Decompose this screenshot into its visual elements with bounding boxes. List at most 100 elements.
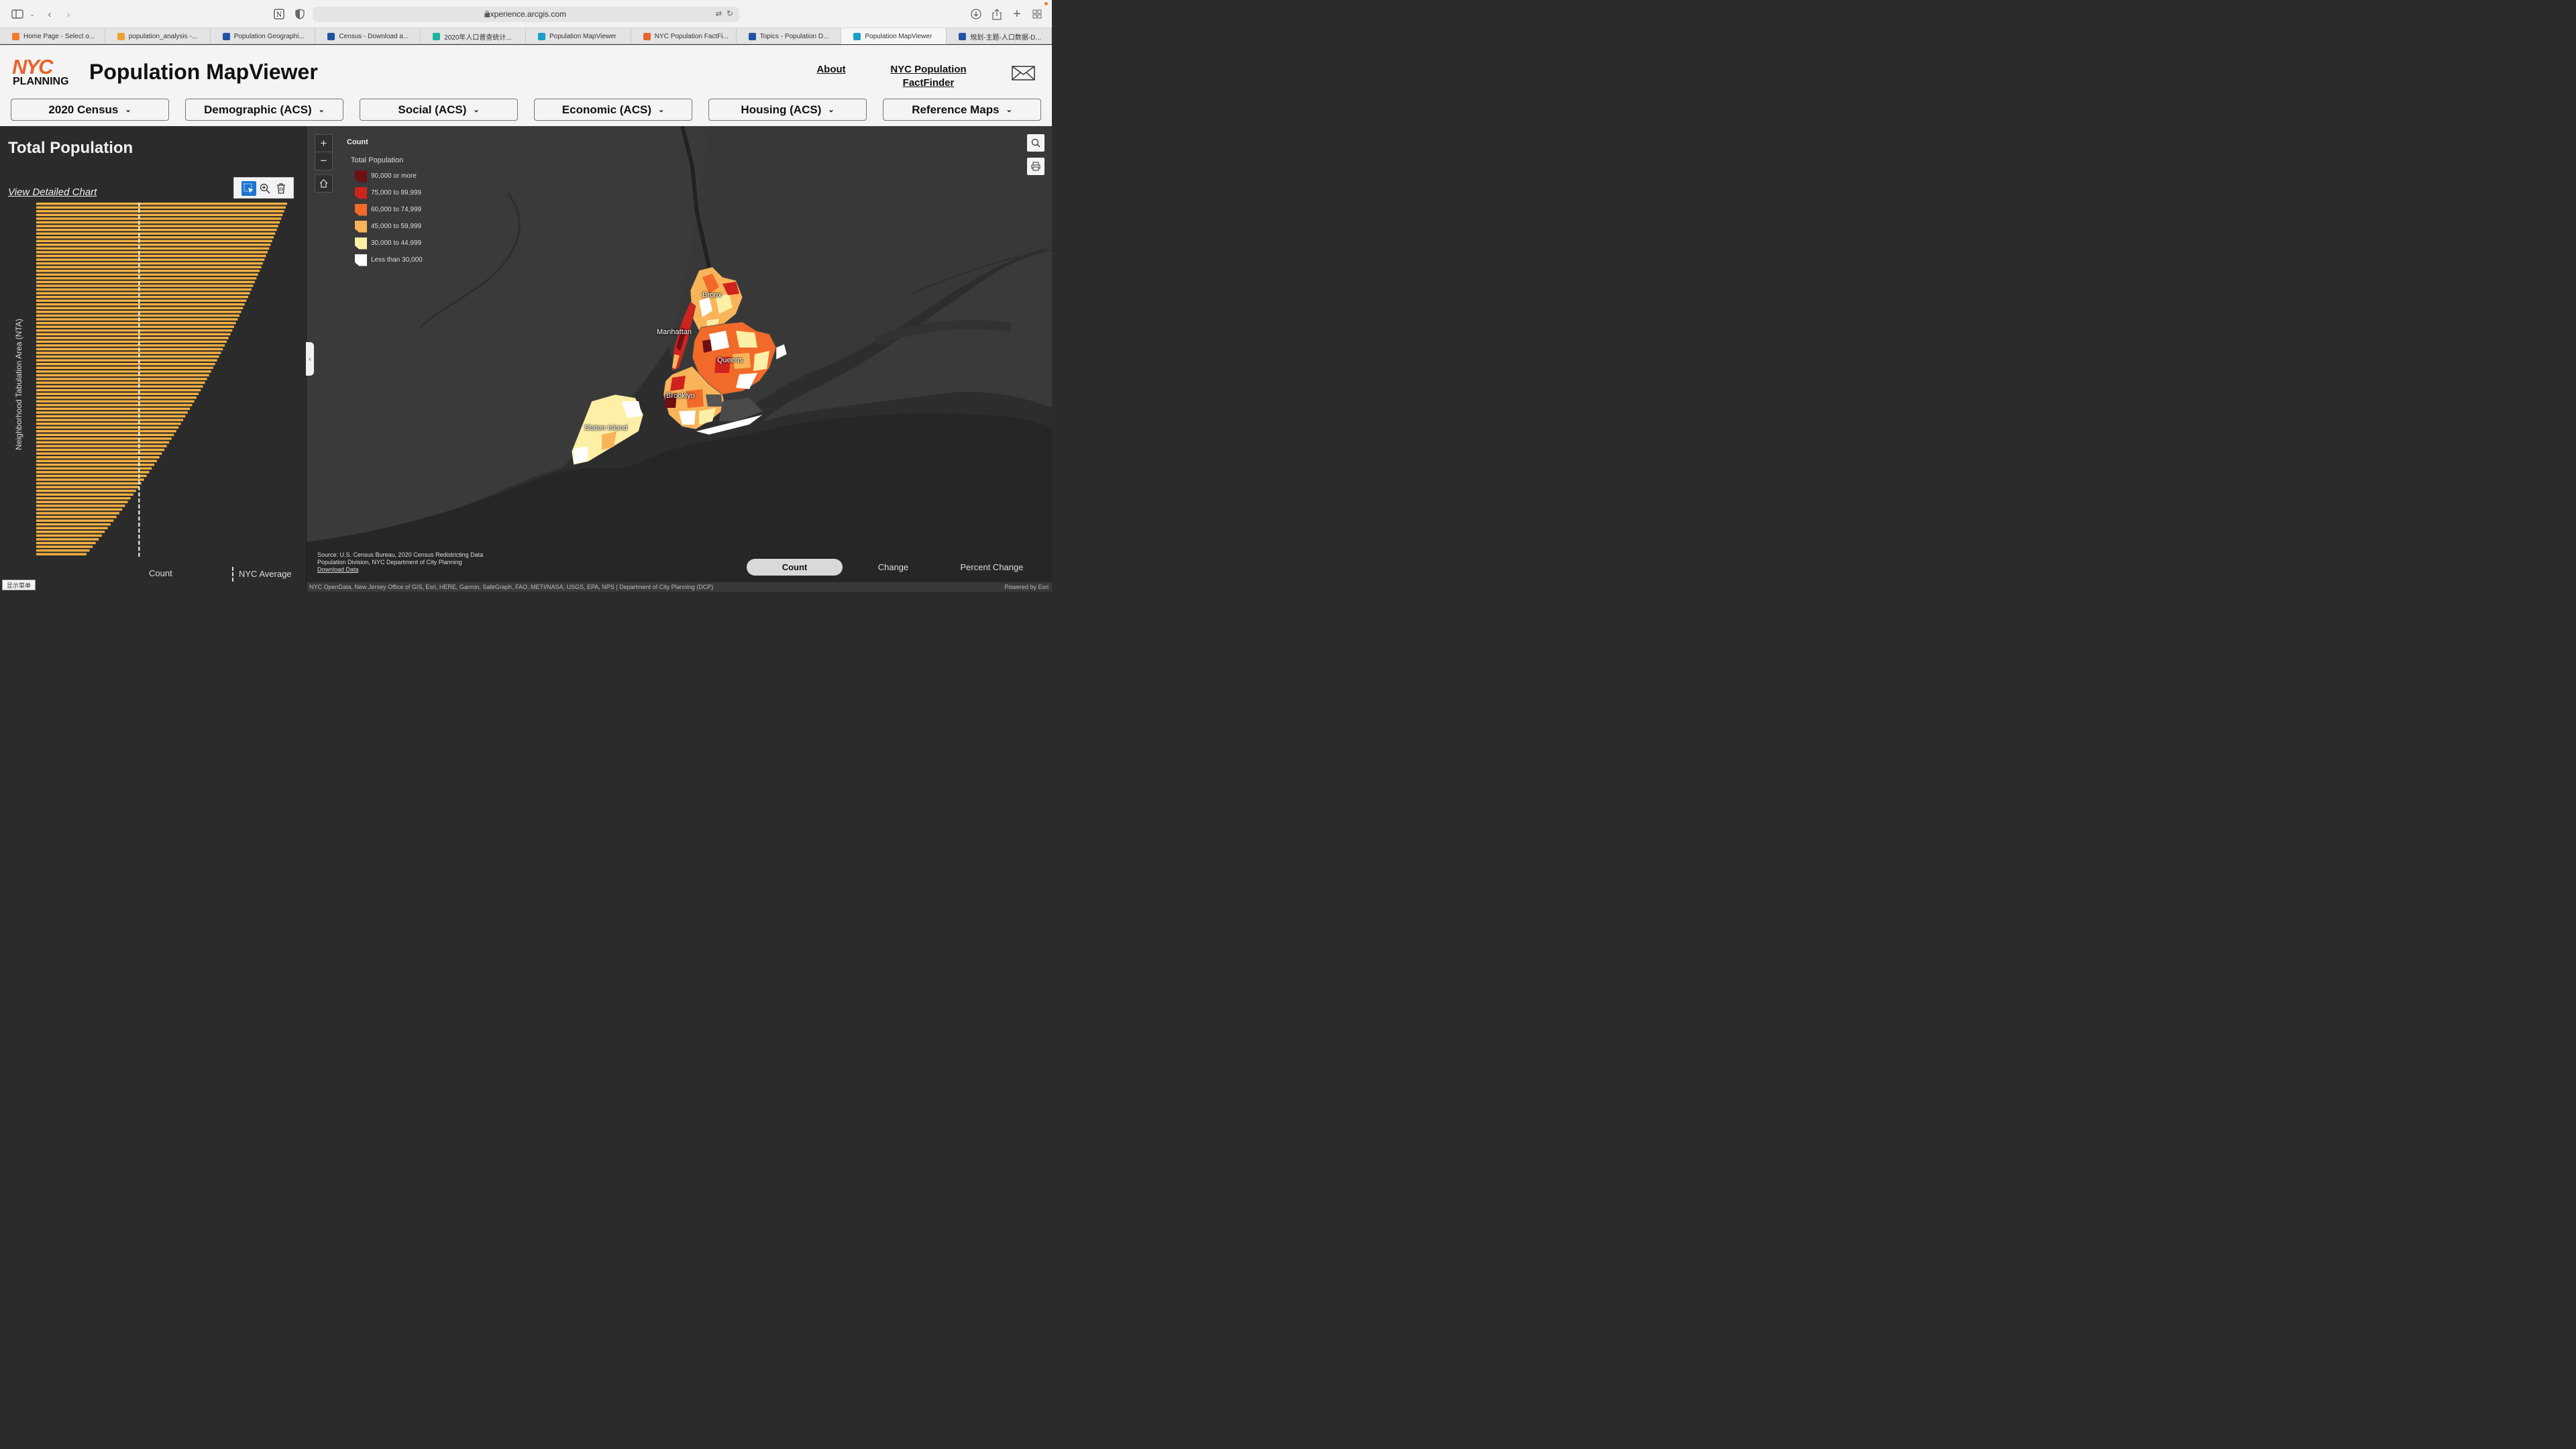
mode-count-button[interactable]: Count — [747, 559, 843, 576]
chevron-down-icon[interactable]: ⌄ — [30, 10, 35, 17]
collapse-panel-button[interactable]: ‹ — [306, 342, 314, 376]
chart-bar[interactable] — [36, 415, 186, 418]
nav-social[interactable]: Social (ACS) ⌄ — [360, 99, 518, 121]
chart-bar[interactable] — [36, 270, 260, 272]
chart-bar[interactable] — [36, 295, 248, 299]
browser-tab[interactable]: population_analysis -... — [105, 28, 211, 44]
chart-bar[interactable] — [36, 541, 96, 545]
browser-tab[interactable]: Home Page - Select o... — [0, 28, 105, 44]
chart-bar[interactable] — [36, 325, 234, 328]
chart-bar[interactable] — [36, 430, 176, 433]
forward-icon[interactable]: › — [66, 8, 70, 20]
chart-bar[interactable] — [36, 359, 217, 362]
chart-bar[interactable] — [36, 531, 105, 533]
sidebar-toggle-icon[interactable] — [11, 7, 24, 21]
chart-bar[interactable] — [36, 482, 142, 485]
chart-bar[interactable] — [36, 523, 111, 526]
chart-bar[interactable] — [36, 299, 247, 302]
chart-bar[interactable] — [36, 464, 155, 466]
chart-bar[interactable] — [36, 221, 280, 224]
chart-bar[interactable] — [36, 508, 123, 511]
chart-bar[interactable] — [36, 362, 215, 366]
reload-icon[interactable]: ↻ — [726, 9, 733, 18]
address-bar[interactable]: experience.arcgis.com ⇄ ↻ — [313, 7, 739, 22]
browser-tab[interactable]: Population Geographi... — [211, 28, 316, 44]
chart-bar[interactable] — [36, 337, 229, 339]
chart-bar[interactable] — [36, 407, 191, 411]
chart-bar[interactable] — [36, 228, 277, 231]
chart-bar[interactable] — [36, 333, 231, 335]
chart-bar[interactable] — [36, 455, 160, 459]
chart-bar[interactable] — [36, 519, 114, 522]
new-tab-icon[interactable]: + — [1013, 6, 1021, 21]
search-icon[interactable] — [1027, 134, 1044, 152]
chart-bar[interactable] — [36, 515, 117, 519]
population-bar-chart[interactable] — [0, 193, 306, 569]
chart-bar[interactable] — [36, 527, 108, 529]
mode-change-button[interactable]: Change — [845, 559, 941, 576]
chart-bar[interactable] — [36, 258, 265, 261]
zoom-out-icon[interactable]: − — [320, 154, 327, 167]
notion-icon[interactable]: N — [272, 7, 286, 21]
chart-bar[interactable] — [36, 553, 87, 555]
print-icon[interactable] — [1027, 158, 1044, 175]
nav-economic[interactable]: Economic (ACS) ⌄ — [534, 99, 692, 121]
chart-bar[interactable] — [36, 452, 162, 455]
chart-bar[interactable] — [36, 437, 172, 440]
chart-bar[interactable] — [36, 381, 205, 384]
chart-bar[interactable] — [36, 392, 199, 395]
chart-bar[interactable] — [36, 213, 283, 217]
chart-bar[interactable] — [36, 512, 119, 515]
chart-bar[interactable] — [36, 217, 282, 220]
chart-bar[interactable] — [36, 321, 236, 325]
mode-percent-change-button[interactable]: Percent Change — [944, 559, 1040, 576]
chart-bar[interactable] — [36, 344, 225, 347]
chart-bar[interactable] — [36, 545, 93, 548]
shield-icon[interactable] — [293, 7, 307, 21]
chart-bar[interactable] — [36, 210, 284, 213]
chart-bar[interactable] — [36, 236, 274, 239]
chart-bar[interactable] — [36, 225, 278, 227]
trash-icon[interactable] — [274, 181, 288, 196]
chart-bar[interactable] — [36, 239, 272, 243]
chart-bar[interactable] — [36, 340, 227, 343]
chart-bar[interactable] — [36, 355, 219, 358]
chart-bar[interactable] — [36, 500, 128, 504]
chart-bar[interactable] — [36, 489, 136, 492]
chart-bar[interactable] — [36, 411, 188, 414]
chart-bar[interactable] — [36, 347, 223, 351]
view-detailed-chart-link[interactable]: View Detailed Chart — [8, 186, 97, 198]
chart-bar[interactable] — [36, 284, 254, 287]
factfinder-link[interactable]: NYC Population FactFinder — [884, 63, 973, 90]
mail-icon[interactable] — [1012, 66, 1035, 80]
chart-bar[interactable] — [36, 203, 287, 205]
chart-bar[interactable] — [36, 370, 211, 373]
show-menu-button[interactable]: 显示菜单 — [2, 580, 36, 590]
powered-by-esri[interactable]: Powered by Esri — [1004, 584, 1049, 590]
chart-bar[interactable] — [36, 273, 258, 276]
chart-bar[interactable] — [36, 460, 157, 462]
chart-bar[interactable] — [36, 288, 252, 291]
chart-bar[interactable] — [36, 244, 271, 246]
chart-bar[interactable] — [36, 419, 184, 421]
about-link[interactable]: About — [816, 64, 846, 75]
chart-bar[interactable] — [36, 366, 213, 369]
select-icon[interactable] — [241, 181, 256, 196]
chart-bar[interactable] — [36, 404, 193, 407]
chart-bar[interactable] — [36, 486, 139, 488]
chart-bar[interactable] — [36, 206, 286, 209]
nav-housing[interactable]: Housing (ACS) ⌄ — [708, 99, 867, 121]
chart-bar[interactable] — [36, 318, 238, 321]
browser-tab[interactable]: 规划-主题-人口数据-D... — [947, 28, 1052, 44]
chart-bar[interactable] — [36, 471, 150, 474]
chart-bar[interactable] — [36, 538, 99, 541]
chart-bar[interactable] — [36, 448, 164, 451]
browser-tab[interactable]: Population MapViewer — [526, 28, 631, 44]
chart-bar[interactable] — [36, 474, 147, 478]
chart-bar[interactable] — [36, 329, 233, 332]
download-icon[interactable] — [969, 7, 983, 21]
nav-2020-census[interactable]: 2020 Census ⌄ — [11, 99, 169, 121]
chart-bar[interactable] — [36, 534, 102, 537]
browser-tab[interactable]: Topics - Population D... — [737, 28, 842, 44]
browser-tab[interactable]: Census - Download a... — [315, 28, 421, 44]
